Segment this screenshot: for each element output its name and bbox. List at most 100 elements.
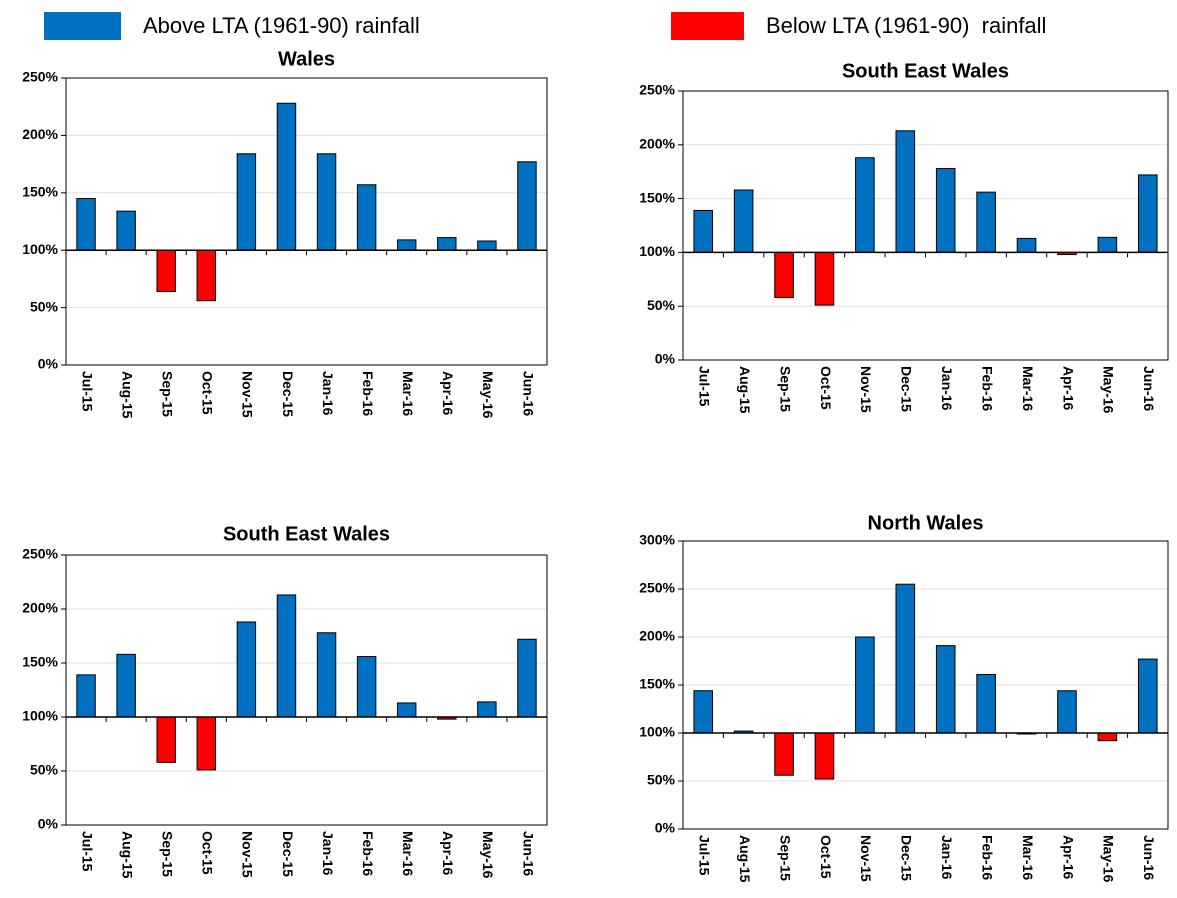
bar: [517, 161, 537, 251]
bar: [693, 209, 714, 253]
bar: [236, 621, 257, 718]
x-tick-label: Dec-15: [280, 371, 296, 417]
x-tick-label: Feb-16: [360, 371, 376, 416]
x-tick-label: Feb-16: [979, 366, 995, 411]
y-tick-label: 150%: [22, 654, 58, 670]
x-tick-label: Feb-16: [360, 831, 376, 876]
bar: [774, 732, 794, 776]
bar: [693, 690, 714, 734]
x-tick-label: Jun-16: [520, 371, 536, 416]
plot-frame: [682, 90, 1169, 361]
x-tick-label: Aug-15: [737, 366, 753, 414]
bar: [356, 656, 377, 718]
x-tick-label: Jun-16: [520, 831, 536, 876]
x-tick-label: Sep-15: [160, 371, 176, 417]
x-tick-label: Jan-16: [939, 835, 955, 880]
legend-swatch: [44, 12, 121, 40]
y-tick-label: 200%: [639, 136, 675, 152]
x-tick-label: Sep-15: [777, 835, 793, 881]
bar: [276, 102, 297, 251]
x-tick-label: Mar-16: [400, 831, 416, 876]
x-tick-label: Apr-16: [440, 371, 456, 416]
bar: [976, 191, 996, 253]
x-tick-label: Jul-15: [697, 835, 713, 876]
bar: [437, 237, 457, 251]
y-tick-label: 250%: [22, 546, 58, 562]
chart-title: North Wales: [868, 512, 984, 534]
y-tick-label: 100%: [22, 708, 58, 724]
y-tick-label: 0%: [38, 356, 59, 372]
x-tick-label: May-16: [1101, 366, 1117, 414]
x-tick-label: Aug-15: [737, 835, 753, 883]
y-tick-label: 0%: [655, 351, 676, 367]
bar: [477, 701, 497, 718]
y-tick-label: 250%: [639, 82, 675, 98]
x-tick-label: Aug-15: [119, 831, 135, 879]
x-tick-label: Apr-16: [440, 831, 456, 876]
bar: [316, 632, 337, 718]
x-tick-label: Dec-15: [280, 831, 296, 877]
x-tick-label: May-16: [1101, 835, 1117, 883]
bar: [895, 130, 916, 253]
y-tick-label: 200%: [22, 126, 58, 142]
y-tick-label: 50%: [647, 297, 676, 313]
y-tick-label: 150%: [639, 189, 675, 205]
x-tick-label: May-16: [480, 371, 496, 419]
bar: [116, 653, 136, 718]
plot-frame: [65, 77, 548, 366]
x-tick-label: Nov-15: [858, 835, 874, 882]
x-tick-label: Nov-15: [240, 831, 256, 878]
bar: [76, 674, 96, 718]
y-tick-label: 300%: [639, 532, 675, 548]
legend-label: Above LTA (1961-90) rainfall: [143, 13, 420, 38]
y-tick-label: 0%: [38, 816, 59, 832]
bar: [814, 732, 835, 780]
y-tick-label: 50%: [30, 762, 59, 778]
x-tick-label: Jul-15: [697, 366, 713, 407]
x-tick-label: Nov-15: [858, 366, 874, 413]
bar: [156, 249, 176, 293]
bar: [935, 167, 956, 253]
bar: [1057, 690, 1077, 734]
x-tick-label: Dec-15: [899, 835, 915, 881]
chart-title: South East Wales: [842, 60, 1009, 82]
legend-swatch: [671, 12, 744, 40]
x-tick-label: Apr-16: [1060, 366, 1076, 411]
bar: [276, 594, 297, 718]
y-tick-label: 0%: [655, 820, 676, 836]
bar: [1097, 732, 1118, 742]
x-tick-label: Sep-15: [160, 831, 176, 877]
y-tick-label: 250%: [639, 580, 675, 596]
x-tick-label: Oct-15: [200, 371, 216, 415]
x-tick-label: Mar-16: [1020, 366, 1036, 411]
bar: [1137, 174, 1158, 253]
bar: [733, 189, 754, 253]
y-tick-label: 250%: [22, 69, 58, 85]
bar: [517, 638, 537, 718]
x-tick-label: Mar-16: [1020, 835, 1036, 880]
bar: [396, 239, 417, 251]
bar: [396, 702, 417, 718]
bar: [1137, 658, 1158, 734]
y-tick-label: 150%: [639, 676, 675, 692]
x-tick-label: Oct-15: [200, 831, 216, 875]
x-tick-label: Sep-15: [777, 366, 793, 412]
bar: [236, 153, 257, 251]
chart-title: South East Wales: [223, 523, 390, 545]
y-tick-label: 200%: [22, 600, 58, 616]
bar: [76, 198, 96, 251]
chart-title: Wales: [278, 48, 335, 70]
x-tick-label: May-16: [480, 831, 496, 879]
legend-label: Below LTA (1961-90) rainfall: [766, 13, 1046, 38]
bar: [935, 645, 956, 734]
plot-frame: [682, 540, 1169, 830]
x-tick-label: Jul-15: [79, 831, 95, 872]
bar: [356, 184, 377, 251]
y-tick-label: 150%: [22, 184, 58, 200]
bar: [116, 210, 136, 251]
x-tick-label: Feb-16: [979, 835, 995, 880]
bar: [814, 251, 835, 306]
y-tick-label: 100%: [639, 243, 675, 259]
x-tick-label: Aug-15: [119, 371, 135, 419]
